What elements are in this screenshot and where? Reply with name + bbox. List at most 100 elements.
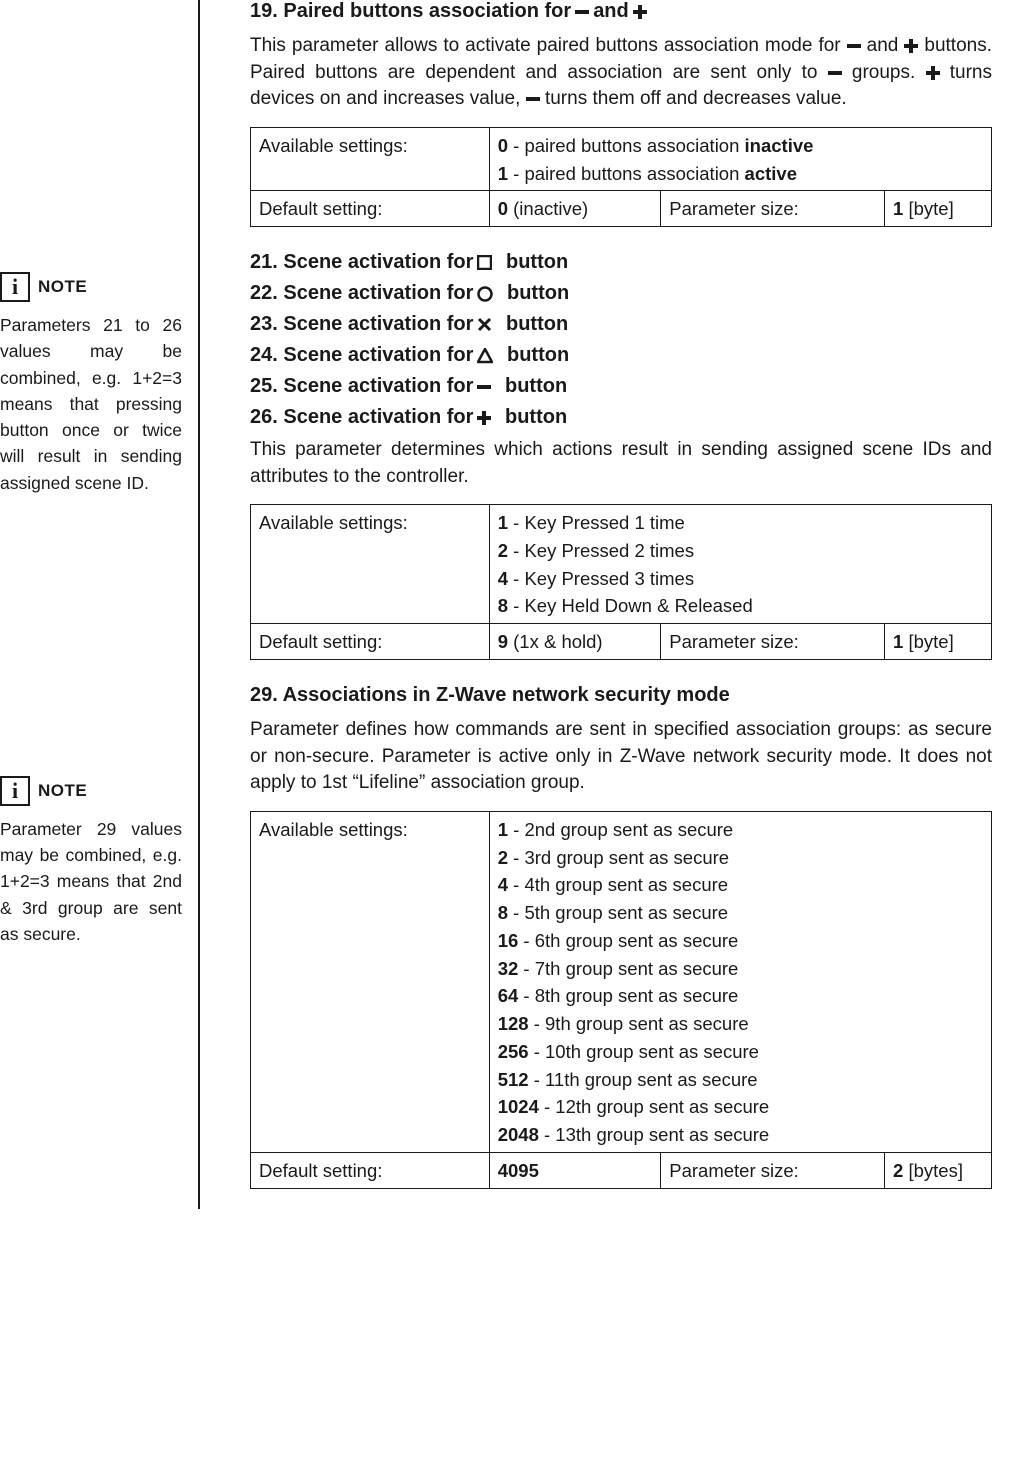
option-val: 2048 (498, 1124, 539, 1145)
note-label: NOTE (38, 277, 87, 297)
default-note: (inactive) (508, 198, 588, 219)
circle-icon (477, 286, 493, 302)
title-text: and (593, 0, 629, 23)
info-icon: i (0, 776, 30, 806)
default-val: 0 (498, 198, 508, 219)
title-text: button (505, 406, 567, 429)
default-note: (1x & hold) (508, 631, 603, 652)
note-block-1: i NOTE Parameters 21 to 26 values may be… (0, 272, 182, 496)
option-text: - 8th group sent as secure (518, 985, 738, 1006)
note-block-2: i NOTE Parameter 29 values may be combin… (0, 776, 182, 947)
table-row: Available settings: 1 - 2nd group sent a… (251, 811, 992, 1152)
option-suffix: active (745, 163, 797, 184)
default-setting-value: 0 (inactive) (489, 191, 661, 227)
available-settings-values: 1 - Key Pressed 1 time 2 - Key Pressed 2… (489, 505, 991, 624)
option-val: 0 (498, 135, 508, 156)
psize-val: 1 (893, 198, 903, 219)
title-text: 29. Associations in Z-Wave network secur… (250, 684, 730, 707)
option-text: - 12th group sent as secure (539, 1096, 769, 1117)
title-text: 22. Scene activation for (250, 282, 473, 305)
option-val: 4 (498, 874, 508, 895)
psize-val: 1 (893, 631, 903, 652)
available-settings-values: 1 - 2nd group sent as secure 2 - 3rd gro… (489, 811, 991, 1152)
minus-icon (828, 66, 842, 80)
option-text: - 10th group sent as secure (529, 1041, 759, 1062)
available-settings-label: Available settings: (251, 811, 490, 1152)
parameter-size-value: 1 [byte] (885, 624, 992, 660)
option-text: - Key Pressed 2 times (508, 540, 694, 561)
option-val: 16 (498, 930, 519, 951)
option-text: - Key Pressed 1 time (508, 512, 685, 533)
triangle-icon (477, 348, 493, 364)
minus-icon (526, 92, 540, 106)
parameter-size-value: 1 [byte] (885, 191, 992, 227)
option-val: 64 (498, 985, 519, 1006)
option-text: - paired buttons association (508, 135, 745, 156)
option-val: 1 (498, 512, 508, 533)
plus-icon (926, 66, 940, 80)
option-text: - 13th group sent as secure (539, 1124, 769, 1145)
available-settings-label: Available settings: (251, 127, 490, 191)
title-text: 19. Paired buttons association for (250, 0, 571, 23)
option-val: 8 (498, 902, 508, 923)
default-val: 9 (498, 631, 508, 652)
title-text: button (505, 375, 567, 398)
psize-unit: [byte] (903, 198, 953, 219)
note-text: Parameters 21 to 26 values may be combin… (0, 312, 182, 496)
option-val: 8 (498, 595, 508, 616)
table-row: Available settings: 1 - Key Pressed 1 ti… (251, 505, 992, 624)
psize-unit: [byte] (903, 631, 953, 652)
option-val: 32 (498, 958, 519, 979)
param-25-title: 25. Scene activation for button (250, 375, 992, 398)
title-text: 21. Scene activation for (250, 251, 473, 274)
default-setting-value: 9 (1x & hold) (489, 624, 661, 660)
note-label: NOTE (38, 781, 87, 801)
body-text: turns them off and decreases value. (545, 88, 847, 109)
title-text: button (506, 313, 568, 336)
option-text: - 6th group sent as secure (518, 930, 738, 951)
param-29-table: Available settings: 1 - 2nd group sent a… (250, 811, 992, 1189)
param-29-body: Parameter defines how commands are sent … (250, 717, 992, 797)
title-text: 23. Scene activation for (250, 313, 473, 336)
minus-icon (847, 39, 861, 53)
body-text: This parameter allows to activate paired… (250, 35, 847, 56)
table-row: Available settings: 0 - paired buttons a… (251, 127, 992, 191)
table-row: Default setting: 9 (1x & hold) Parameter… (251, 624, 992, 660)
main-content: 19. Paired buttons association for and T… (200, 0, 1020, 1209)
option-text: - paired buttons association (508, 163, 745, 184)
option-text: - Key Held Down & Released (508, 595, 753, 616)
title-text: button (507, 282, 569, 305)
option-val: 128 (498, 1013, 529, 1034)
option-text: - 5th group sent as secure (508, 902, 728, 923)
default-setting-label: Default setting: (251, 1152, 490, 1188)
default-val: 4095 (498, 1160, 539, 1181)
option-val: 2 (498, 847, 508, 868)
psize-val: 2 (893, 1160, 903, 1181)
note-text: Parameter 29 values may be combined, e.g… (0, 816, 182, 947)
title-text: 26. Scene activation for (250, 406, 473, 429)
cross-icon (477, 317, 492, 332)
param-29-title: 29. Associations in Z-Wave network secur… (250, 684, 992, 707)
minus-icon (575, 5, 589, 19)
body-text: and (867, 35, 905, 56)
option-val: 1024 (498, 1096, 539, 1117)
option-text: - 4th group sent as secure (508, 874, 728, 895)
default-setting-label: Default setting: (251, 191, 490, 227)
title-text: button (507, 344, 569, 367)
parameter-size-label: Parameter size: (661, 191, 885, 227)
sidebar: i NOTE Parameters 21 to 26 values may be… (0, 0, 200, 1209)
option-val: 1 (498, 163, 508, 184)
option-text: - 11th group sent as secure (529, 1069, 758, 1090)
option-val: 512 (498, 1069, 529, 1090)
param-23-title: 23. Scene activation for button (250, 313, 992, 336)
scene-body: This parameter determines which actions … (250, 437, 992, 490)
default-setting-value: 4095 (489, 1152, 661, 1188)
param-26-title: 26. Scene activation for button (250, 406, 992, 429)
title-text: button (506, 251, 568, 274)
title-text: 25. Scene activation for (250, 375, 473, 398)
available-settings-label: Available settings: (251, 505, 490, 624)
param-21-title: 21. Scene activation for button (250, 251, 992, 274)
option-text: - 9th group sent as secure (529, 1013, 749, 1034)
param-24-title: 24. Scene activation for button (250, 344, 992, 367)
option-text: - 2nd group sent as secure (508, 819, 733, 840)
